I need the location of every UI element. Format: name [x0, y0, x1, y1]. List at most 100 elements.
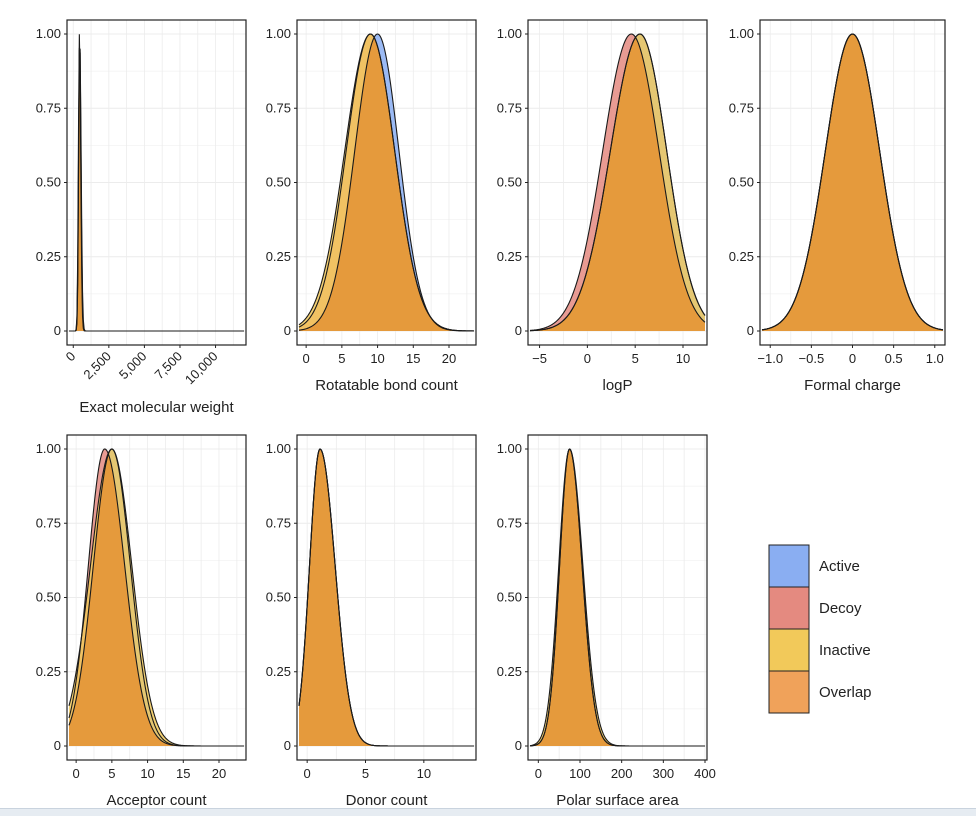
area-overlap	[299, 449, 474, 746]
area-overlap	[69, 455, 244, 746]
x-tick-label: 0.5	[885, 351, 903, 366]
x-tick-label: 15	[406, 351, 420, 366]
y-tick-label: 0	[54, 323, 61, 338]
panel-polar-surface-area: 0 0.25 0.50 0.75 1.00 0 100 200 300 400 Polar surf…	[497, 434, 716, 808]
y-tick-label: 0.50	[729, 175, 754, 190]
plot-area	[298, 448, 474, 747]
y-tick-label: 0.75	[36, 515, 61, 530]
line-inactive	[69, 47, 244, 332]
legend-label-overlap: Overlap	[819, 684, 872, 701]
plot-area	[761, 33, 944, 331]
panel-logp: 0 0.25 0.50 0.75 1.00 −5 0 5 10 logP	[497, 19, 708, 394]
y-tick-label: 1.00	[266, 26, 291, 41]
y-tick-label: 0	[284, 323, 291, 338]
y-tick-label: 0.25	[497, 664, 522, 679]
x-tick-label: 0	[849, 351, 856, 366]
x-tick-label: 1.0	[926, 351, 944, 366]
y-tick-label: 0	[747, 323, 754, 338]
x-tick-label: 7,500	[151, 349, 185, 383]
plot-area	[298, 33, 475, 332]
legend-swatch-inactive	[768, 628, 810, 672]
y-tick-label: 1.00	[497, 441, 522, 456]
x-axis-title: Polar surface area	[556, 792, 679, 808]
x-tick-label: 0	[73, 766, 80, 781]
y-tick-label: 0.75	[497, 100, 522, 115]
y-tick-label: 1.00	[36, 26, 61, 41]
x-tick-label: −5	[532, 351, 547, 366]
x-tick-label: 5,000	[116, 349, 150, 383]
x-axis-title: Rotatable bond count	[315, 377, 458, 394]
panel-exact-molecular-weight: 00.250.500.751.000 2,500 5,000 7,50010,000E…	[36, 19, 247, 416]
y-tick-label: 1.00	[497, 26, 522, 41]
line-decoy	[529, 33, 706, 331]
x-tick-label: 0	[303, 351, 310, 366]
y-tick-label: 1.00	[729, 26, 754, 41]
y-tick-label: 0.25	[729, 249, 754, 264]
legend-swatch-active	[768, 544, 810, 588]
panel-donor-count: 0 0.25 0.50 0.75 1.00 0 5 10 Donor count	[266, 434, 477, 808]
panel-formal-charge: 0 0.25 0.50 0.75 1.00 −1.0 −0.5 0 0.5 1.0 Formal c…	[729, 19, 946, 394]
y-tick-label: 0.75	[36, 100, 61, 115]
bottom-edge-strip	[0, 808, 976, 816]
y-tick-label: 0.50	[497, 590, 522, 605]
area-overlap	[530, 37, 705, 331]
y-tick-label: 0.50	[36, 175, 61, 190]
legend-swatch-decoy	[768, 586, 810, 630]
legend: Active Decoy Inactive Overlap	[768, 544, 872, 714]
legend-label-inactive: Inactive	[819, 642, 871, 659]
x-tick-label: 10,000	[182, 349, 221, 388]
plot-area	[68, 448, 244, 747]
line-inactive	[68, 448, 244, 747]
y-tick-label: 0.25	[497, 249, 522, 264]
x-tick-label: 5	[632, 351, 639, 366]
line-inactive	[761, 33, 944, 331]
x-tick-label: 15	[176, 766, 190, 781]
y-tick-label: 0.25	[266, 664, 291, 679]
panel-rotatable-bond-count: 0 0.25 0.50 0.75 1.00 0 5 10 15 20 Rotatable bond …	[266, 19, 477, 394]
y-tick-label: 0.50	[266, 175, 291, 190]
plot-area	[69, 34, 244, 332]
y-tick-label: 1.00	[36, 441, 61, 456]
y-tick-label: 0.75	[266, 100, 291, 115]
line-inactive	[529, 448, 705, 747]
x-tick-label: 20	[442, 351, 456, 366]
y-tick-label: 0.25	[36, 249, 61, 264]
x-tick-label: 20	[212, 766, 226, 781]
x-tick-label: 200	[611, 766, 633, 781]
line-inactive	[298, 33, 475, 332]
legend-label-decoy: Decoy	[819, 600, 862, 617]
y-tick-label: 0	[515, 323, 522, 338]
x-tick-label: 10	[370, 351, 384, 366]
x-tick-label: 5	[108, 766, 115, 781]
area-overlap	[762, 34, 943, 331]
x-tick-label: 0	[535, 766, 542, 781]
x-tick-label: −0.5	[799, 351, 825, 366]
y-tick-label: 0.75	[729, 100, 754, 115]
y-tick-label: 0	[515, 738, 522, 753]
x-axis-title: logP	[602, 377, 632, 394]
x-tick-label: 0	[304, 766, 311, 781]
y-tick-label: 0	[54, 738, 61, 753]
x-tick-label: 0	[584, 351, 591, 366]
x-tick-label: 10	[417, 766, 431, 781]
x-tick-label: 0	[63, 349, 79, 365]
y-tick-label: 0.50	[497, 175, 522, 190]
line-inactive	[529, 33, 706, 332]
line-inactive	[298, 448, 474, 747]
panel-acceptor-count: 0 0.25 0.50 0.75 1.00 0 5 10 15 20 Acceptor count	[36, 434, 247, 808]
x-tick-label: 10	[676, 351, 690, 366]
x-tick-label: −1.0	[757, 351, 783, 366]
x-tick-label: 400	[694, 766, 716, 781]
legend-label-active: Active	[819, 558, 860, 575]
y-tick-label: 0.75	[497, 515, 522, 530]
x-axis-title: Formal charge	[804, 377, 901, 394]
x-tick-label: 2,500	[80, 349, 114, 383]
x-tick-label: 300	[652, 766, 674, 781]
plot-area	[529, 448, 705, 747]
y-tick-label: 0.25	[36, 664, 61, 679]
area-overlap	[530, 449, 705, 746]
x-axis-title: Exact molecular weight	[79, 399, 234, 416]
x-axis-title: Acceptor count	[106, 792, 207, 808]
y-tick-label: 0.25	[266, 249, 291, 264]
